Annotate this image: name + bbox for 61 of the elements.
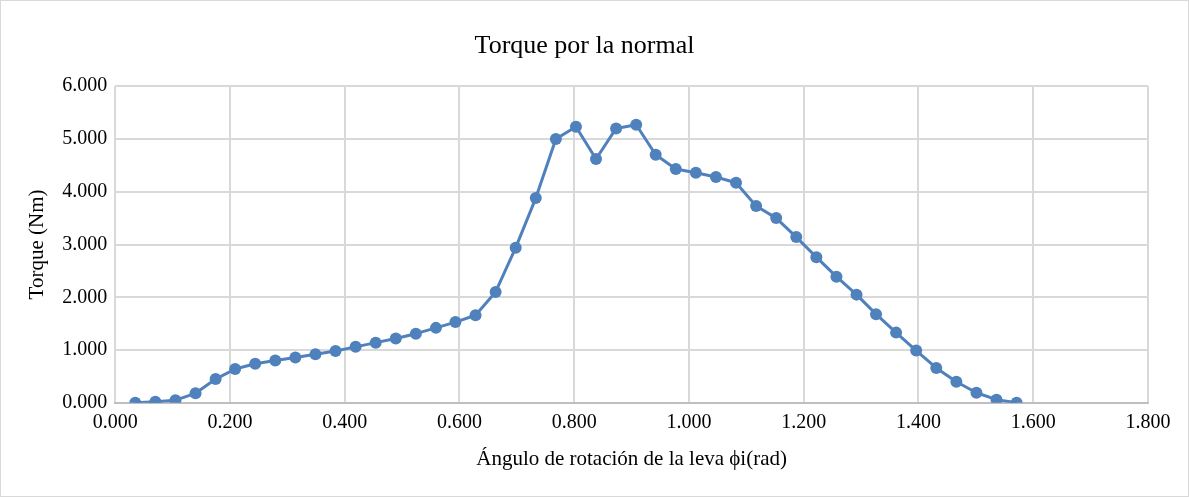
x-tick-label: 1.400	[895, 410, 941, 433]
y-tick-label: 5.000	[62, 126, 108, 149]
point	[870, 308, 883, 321]
point	[209, 373, 222, 386]
x-tick-label: 1.600	[1010, 410, 1056, 433]
point	[970, 386, 983, 399]
point	[569, 120, 582, 133]
point	[689, 166, 702, 179]
point	[489, 285, 502, 298]
y-tick-label: 2.000	[62, 284, 108, 307]
y-tick-label: 6.000	[62, 73, 108, 96]
x-tick-label: 0.600	[436, 410, 482, 433]
point	[930, 361, 943, 374]
x-axis-title: Ángulo de rotación de la leva ϕi(rad)	[476, 445, 787, 470]
point	[189, 387, 202, 400]
x-tick-label: 0.000	[92, 410, 138, 433]
point	[449, 316, 462, 329]
point	[469, 309, 482, 322]
point	[389, 332, 402, 345]
point	[409, 327, 422, 340]
chart-title: Torque por la normal	[474, 30, 695, 60]
y-axis-title: Torque (Nm)	[24, 189, 49, 300]
point	[910, 344, 923, 357]
point	[369, 336, 382, 349]
y-tick-label: 1.000	[62, 337, 108, 360]
point	[630, 118, 643, 131]
x-tick-label: 1.800	[1125, 410, 1171, 433]
x-tick-label: 1.000	[666, 410, 712, 433]
x-tick-label: 0.800	[551, 410, 597, 433]
point	[990, 393, 1003, 403]
point	[590, 153, 603, 166]
point	[810, 251, 823, 264]
point	[229, 363, 242, 376]
point	[730, 176, 743, 189]
point	[329, 345, 342, 358]
point	[269, 354, 282, 367]
point	[790, 231, 803, 244]
point	[610, 122, 623, 135]
point	[509, 241, 522, 254]
y-tick-label: 3.000	[62, 231, 108, 254]
point	[309, 348, 322, 361]
x-tick-label: 0.200	[207, 410, 253, 433]
point	[890, 326, 903, 339]
y-tick-label: 4.000	[62, 178, 108, 201]
point	[709, 170, 722, 183]
point	[750, 199, 763, 212]
x-tick-label: 1.200	[781, 410, 827, 433]
point	[830, 270, 843, 283]
point	[770, 212, 783, 225]
point	[669, 163, 682, 176]
point	[549, 132, 562, 145]
x-tick-label: 0.400	[322, 410, 368, 433]
point	[349, 340, 362, 353]
point	[950, 375, 963, 388]
point	[649, 148, 662, 161]
point	[249, 357, 262, 370]
point	[850, 288, 863, 301]
point	[529, 192, 542, 205]
point	[429, 321, 442, 334]
y-tick-label: 0.000	[62, 390, 108, 413]
point	[289, 351, 302, 364]
